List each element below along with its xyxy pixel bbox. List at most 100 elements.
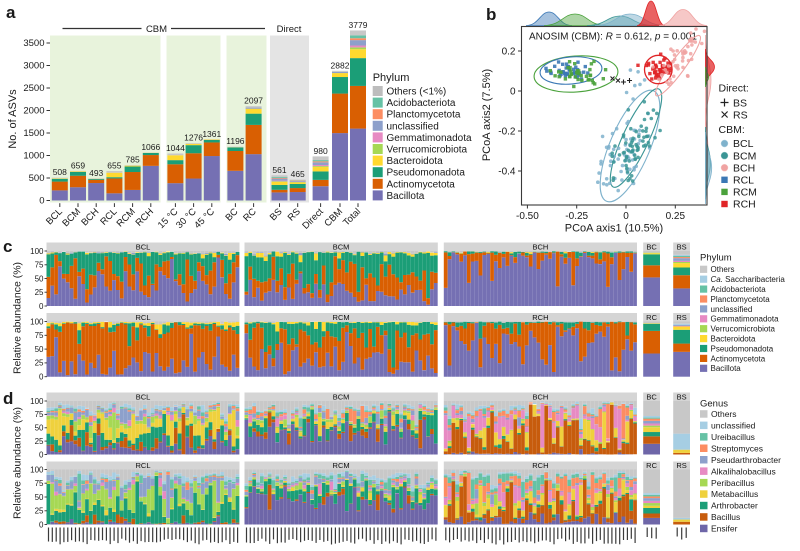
svg-text:0: 0: [39, 450, 44, 459]
svg-text:0: 0: [39, 302, 44, 311]
svg-text:1000: 1000: [23, 151, 44, 162]
svg-text:Phylum: Phylum: [373, 72, 410, 84]
svg-text:BC: BC: [646, 392, 657, 401]
svg-text:1276: 1276: [184, 133, 203, 143]
svg-text:RC: RC: [646, 461, 657, 470]
svg-text:Relative abundance (%): Relative abundance (%): [12, 262, 24, 374]
svg-text:0: 0: [623, 211, 629, 222]
svg-text:Bacillota: Bacillota: [387, 191, 425, 202]
svg-text:Others: Others: [711, 409, 737, 419]
svg-text:75: 75: [35, 261, 44, 270]
svg-text:0: 0: [39, 196, 44, 207]
svg-text:0: 0: [39, 520, 44, 529]
svg-text:3000: 3000: [23, 61, 44, 72]
svg-text:Phylum: Phylum: [700, 253, 732, 264]
svg-text:BCM: BCM: [733, 150, 756, 162]
svg-text:Metabacillus: Metabacillus: [711, 489, 758, 499]
svg-text:RS: RS: [733, 110, 748, 122]
svg-text:Actinomycetota: Actinomycetota: [711, 354, 766, 363]
svg-text:Actinomycetota: Actinomycetota: [387, 179, 456, 190]
svg-text:Ensifer: Ensifer: [711, 524, 738, 534]
svg-text:RS: RS: [676, 313, 686, 322]
svg-text:Planctomycetota: Planctomycetota: [387, 110, 461, 121]
svg-text:100: 100: [30, 397, 44, 406]
svg-text:ANOSIM (CBM): R = 0.612, p = 0: ANOSIM (CBM): R = 0.612, p = 0.001: [529, 32, 697, 43]
svg-text:BCH: BCH: [532, 392, 548, 401]
svg-text:BCH: BCH: [532, 242, 548, 251]
svg-text:RCL: RCL: [135, 313, 150, 322]
svg-text:BCL: BCL: [136, 242, 151, 251]
svg-text:BS: BS: [677, 242, 687, 251]
svg-text:RCM: RCM: [333, 313, 350, 322]
svg-text:-0.2: -0.2: [498, 127, 516, 138]
svg-text:Peribacillus: Peribacillus: [711, 478, 754, 488]
svg-text:unclassified: unclassified: [711, 421, 756, 431]
svg-text:1044: 1044: [166, 143, 185, 153]
svg-text:Acidobacteriota: Acidobacteriota: [711, 285, 767, 294]
svg-text:Arthrobacter: Arthrobacter: [711, 501, 758, 511]
svg-text:Ca. Saccharibacteria: Ca. Saccharibacteria: [711, 275, 786, 284]
svg-text:RCM: RCM: [333, 461, 350, 470]
svg-text:Others: Others: [711, 265, 735, 274]
svg-text:-0.50: -0.50: [516, 211, 539, 222]
svg-text:CBM:: CBM:: [719, 124, 745, 136]
svg-text:75: 75: [35, 479, 44, 488]
svg-text:Planctomycetota: Planctomycetota: [711, 295, 771, 304]
svg-text:Relative abundance (%): Relative abundance (%): [12, 407, 24, 519]
svg-text:500: 500: [29, 173, 45, 184]
svg-text:1066: 1066: [141, 142, 160, 152]
svg-text:CBM: CBM: [146, 24, 167, 35]
svg-text:Direct:: Direct:: [719, 83, 749, 95]
svg-text:d: d: [3, 389, 13, 408]
svg-text:PCoA axis2 (7.5%): PCoA axis2 (7.5%): [481, 69, 493, 161]
svg-text:Direct: Direct: [277, 24, 302, 35]
svg-text:0: 0: [510, 87, 516, 98]
svg-text:Ureibacillus: Ureibacillus: [711, 432, 755, 442]
svg-text:1361: 1361: [202, 129, 221, 139]
svg-text:Pseudomonadota: Pseudomonadota: [711, 344, 774, 353]
svg-text:75: 75: [35, 410, 44, 419]
svg-text:Others (<1%): Others (<1%): [387, 87, 447, 98]
svg-text:3500: 3500: [23, 38, 44, 49]
svg-text:Pseudarthrobacter: Pseudarthrobacter: [711, 455, 781, 465]
svg-text:Bacteroidota: Bacteroidota: [387, 156, 444, 167]
svg-text:b: b: [486, 5, 496, 24]
svg-text:0.25: 0.25: [666, 211, 686, 222]
svg-text:508: 508: [53, 167, 67, 177]
svg-text:BCL: BCL: [733, 138, 754, 150]
svg-text:100: 100: [30, 317, 44, 326]
svg-text:Alkalihalobacillus: Alkalihalobacillus: [711, 466, 776, 476]
svg-text:RCH: RCH: [532, 461, 548, 470]
svg-text:BCM: BCM: [333, 242, 350, 251]
svg-text:RCM: RCM: [733, 187, 757, 199]
svg-text:-0.4: -0.4: [498, 167, 516, 178]
svg-text:RS: RS: [676, 461, 686, 470]
svg-text:75: 75: [35, 331, 44, 340]
svg-text:0: 0: [39, 373, 44, 382]
svg-text:561: 561: [272, 165, 286, 175]
svg-text:2000: 2000: [23, 106, 44, 117]
svg-text:BCM: BCM: [333, 392, 350, 401]
svg-text:BCL: BCL: [136, 392, 151, 401]
svg-text:Bacillus: Bacillus: [711, 512, 740, 522]
svg-text:980: 980: [314, 146, 328, 156]
svg-text:unclassified: unclassified: [387, 121, 439, 132]
svg-text:2882: 2882: [331, 60, 350, 70]
svg-text:25: 25: [35, 437, 44, 446]
svg-text:Acidobacteriota: Acidobacteriota: [387, 98, 456, 109]
svg-text:BC: BC: [646, 242, 657, 251]
svg-text:50: 50: [35, 493, 44, 502]
svg-text:2097: 2097: [244, 96, 263, 106]
svg-text:50: 50: [35, 274, 44, 283]
svg-text:RCH: RCH: [532, 313, 548, 322]
svg-text:PCoA axis1 (10.5%): PCoA axis1 (10.5%): [565, 223, 663, 235]
svg-text:Genus: Genus: [700, 399, 728, 410]
svg-text:465: 465: [291, 169, 305, 179]
svg-text:3779: 3779: [349, 20, 368, 30]
svg-text:25: 25: [35, 507, 44, 516]
svg-text:unclassified: unclassified: [711, 305, 753, 314]
svg-text:Verrucomicrobiota: Verrucomicrobiota: [711, 325, 776, 334]
svg-text:1196: 1196: [226, 136, 245, 146]
svg-text:Streptomyces: Streptomyces: [711, 443, 763, 453]
svg-text:RC: RC: [646, 313, 657, 322]
